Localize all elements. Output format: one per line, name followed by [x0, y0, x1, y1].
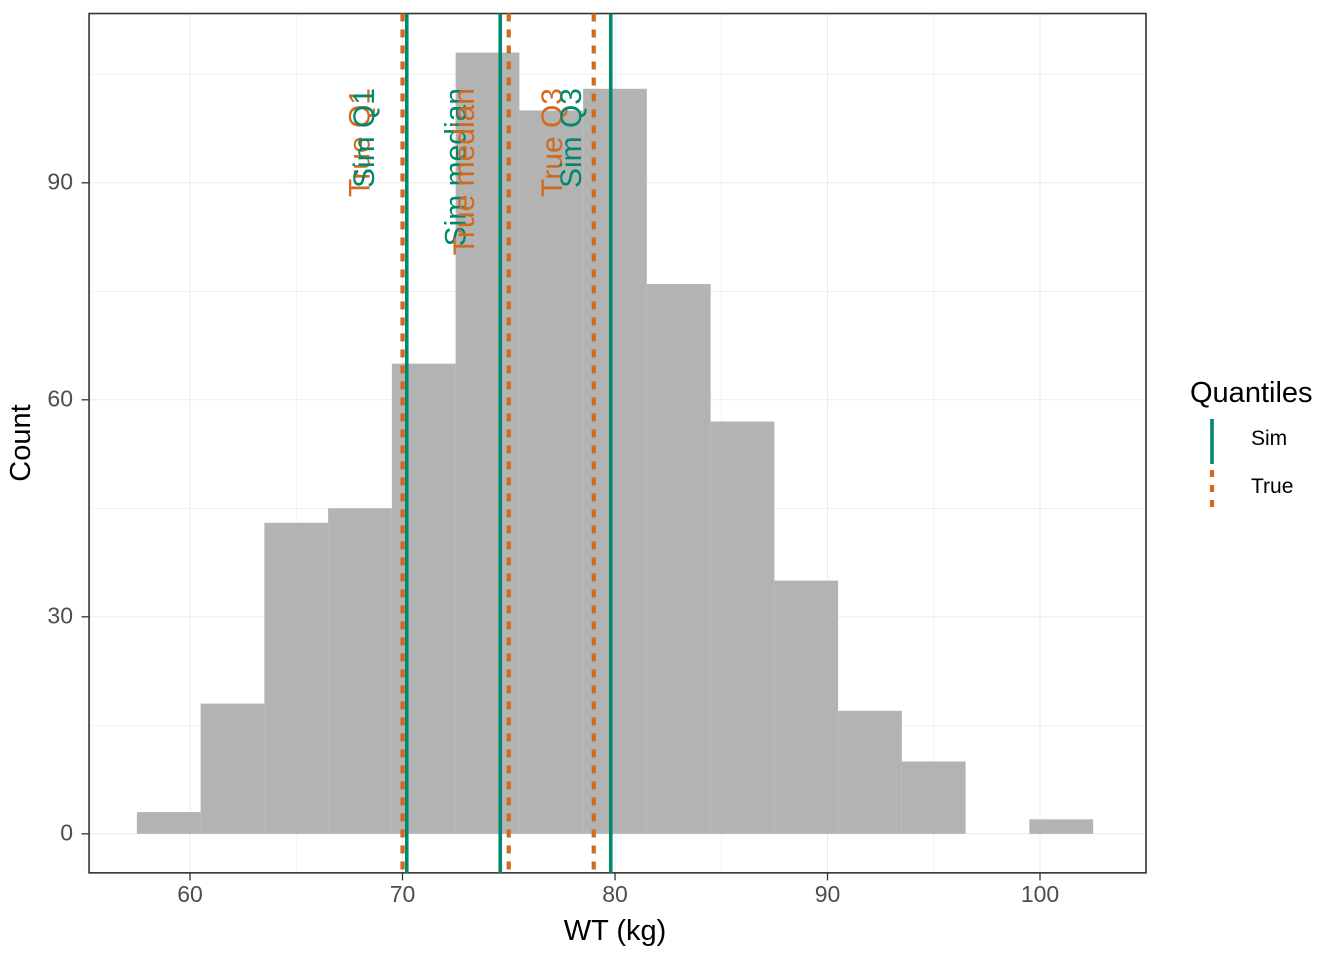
svg-text:60: 60	[47, 386, 73, 412]
svg-text:100: 100	[1021, 881, 1059, 907]
svg-text:0: 0	[60, 820, 73, 846]
svg-text:90: 90	[815, 881, 841, 907]
svg-text:60: 60	[177, 881, 203, 907]
svg-text:Count: Count	[5, 404, 37, 481]
svg-text:True: True	[1251, 475, 1293, 498]
svg-text:90: 90	[47, 169, 73, 195]
svg-text:Sim: Sim	[1251, 427, 1287, 450]
svg-text:Sim Q3: Sim Q3	[555, 88, 588, 188]
svg-text:Quantiles: Quantiles	[1190, 377, 1313, 409]
svg-text:70: 70	[390, 881, 416, 907]
svg-text:Sim Q1: Sim Q1	[348, 88, 381, 188]
svg-text:True median: True median	[448, 88, 481, 255]
svg-text:WT (kg): WT (kg)	[564, 915, 667, 947]
svg-text:30: 30	[47, 603, 73, 629]
svg-text:80: 80	[602, 881, 628, 907]
